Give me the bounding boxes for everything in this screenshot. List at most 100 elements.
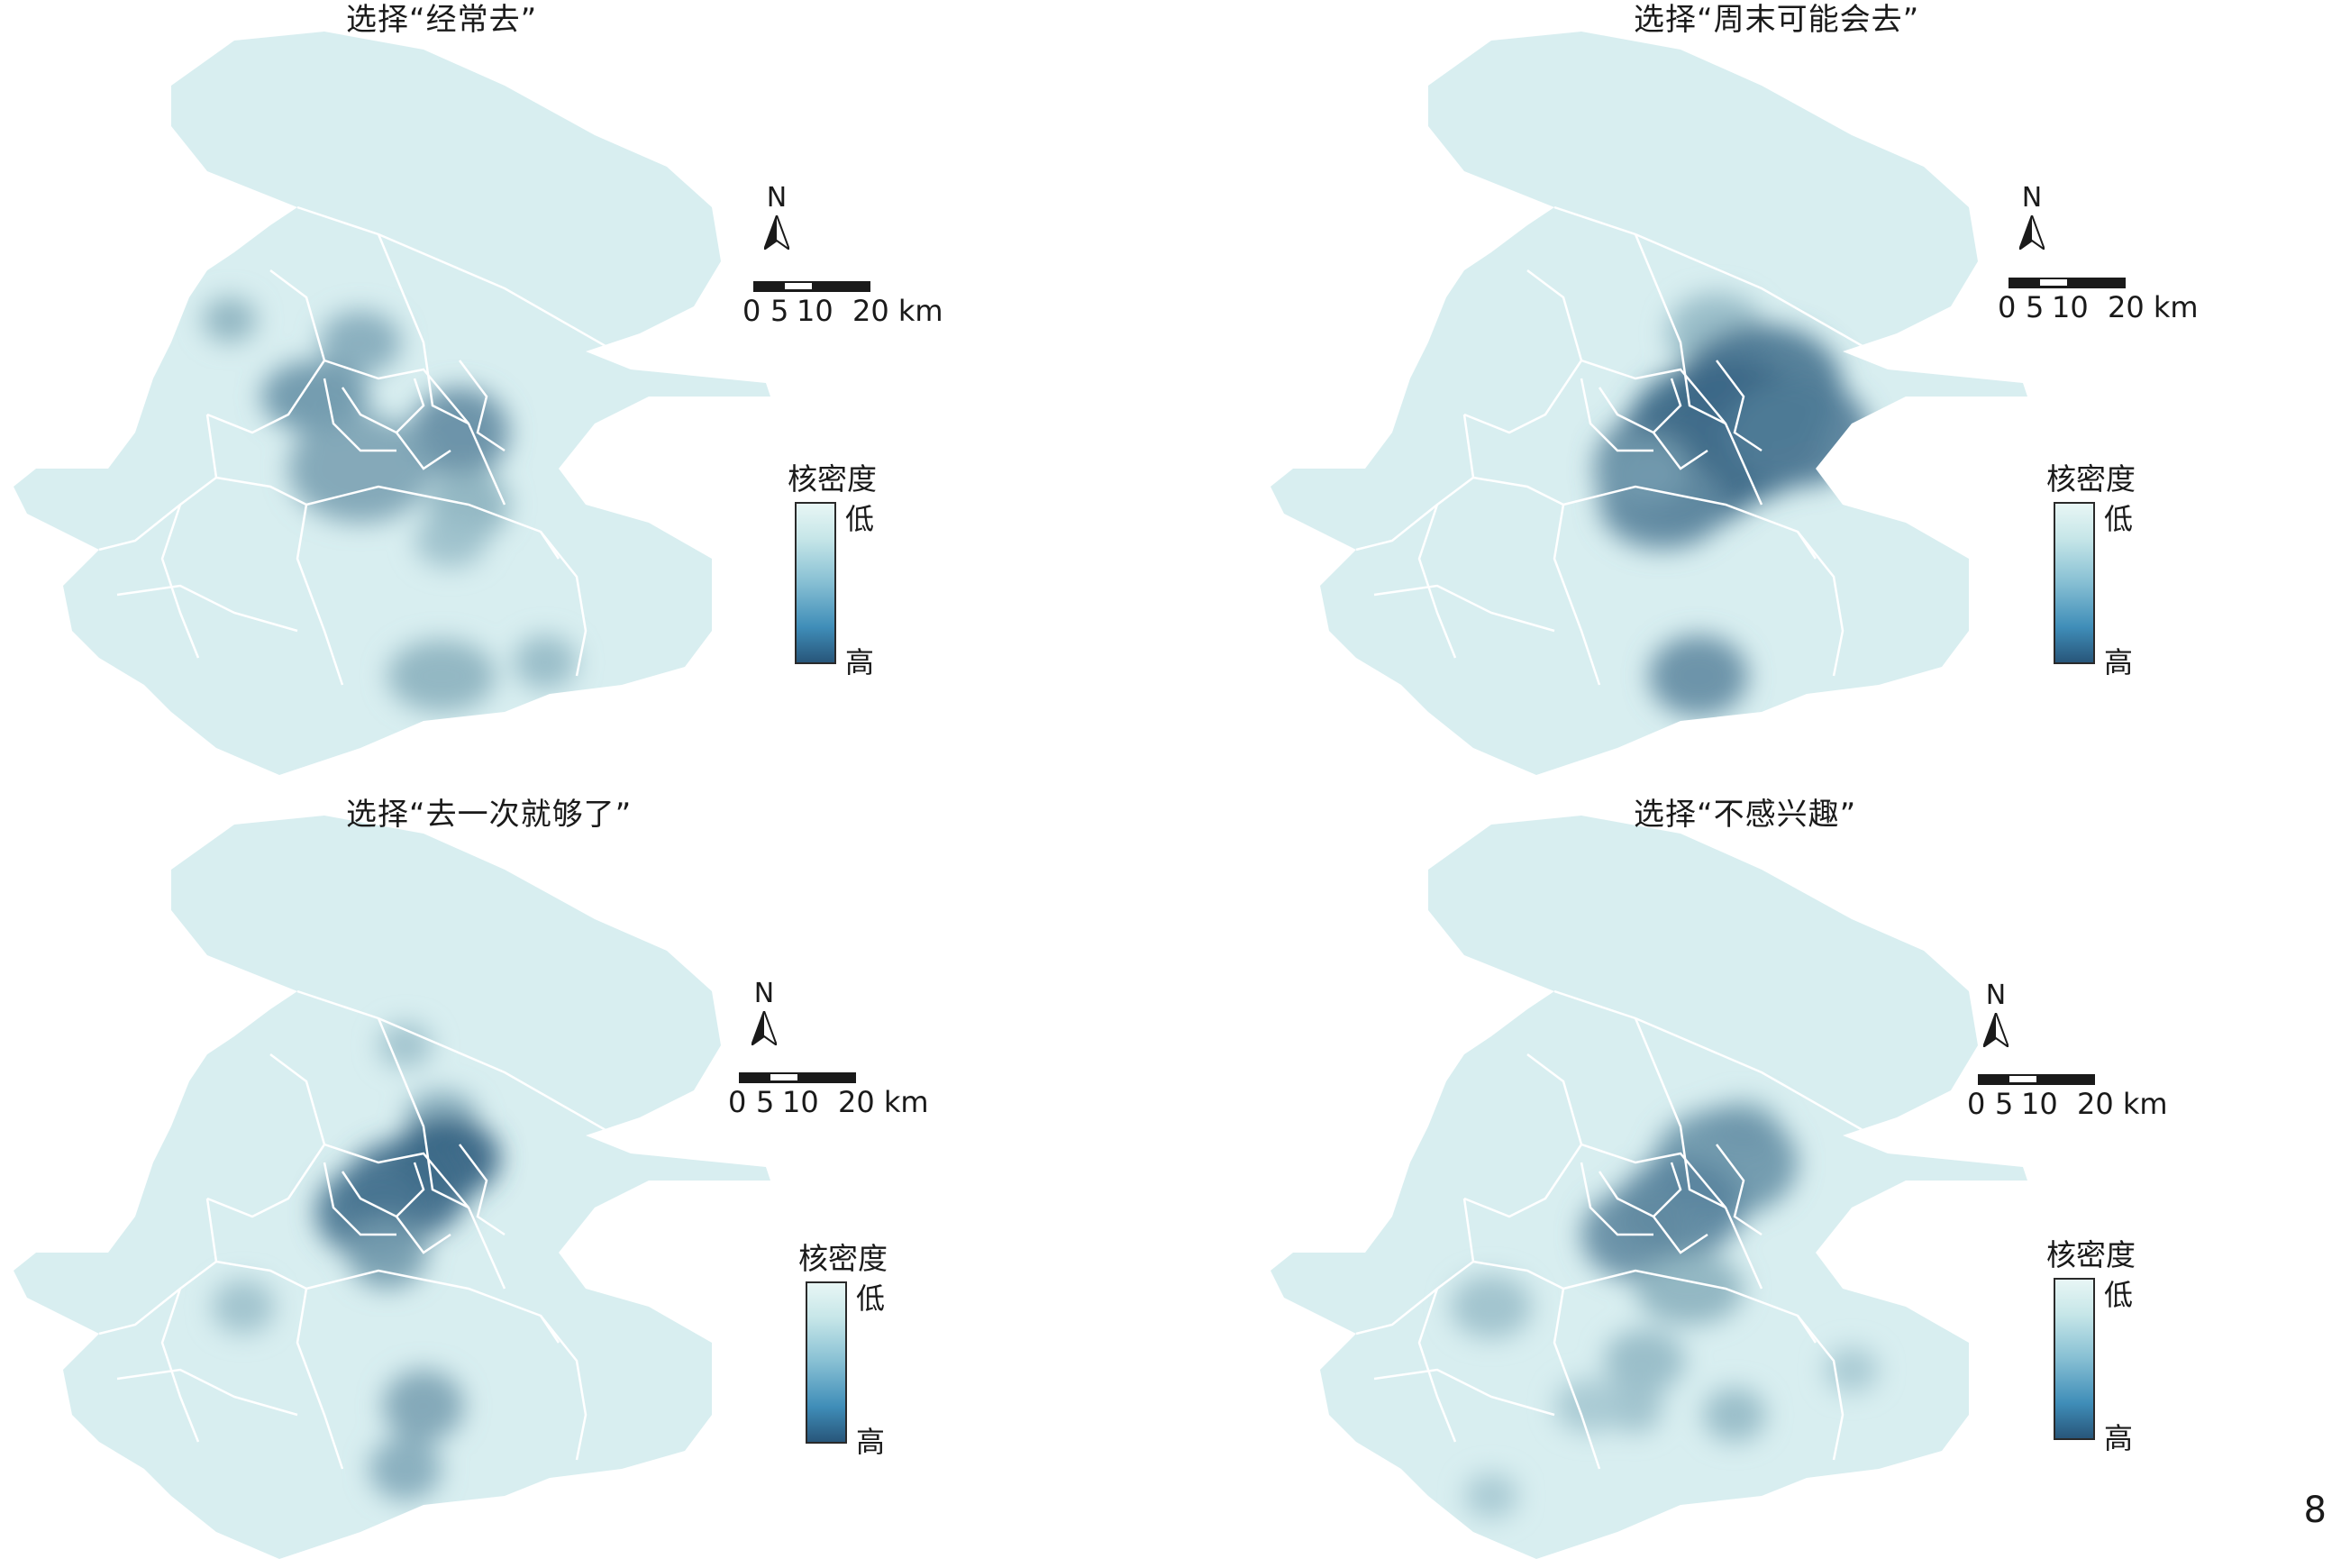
panel-title: 选择“经常去” (346, 2, 538, 38)
legend-title: 核密度 (788, 461, 877, 497)
scale-tick-10: 10 (782, 1085, 819, 1119)
density-layer (203, 297, 577, 712)
district-border (540, 1315, 588, 1461)
density-blob (1608, 1379, 1662, 1433)
panel-title: 选择“不感兴趣” (1634, 797, 1857, 833)
district-border (215, 476, 307, 506)
scale-bar-graphic (753, 281, 870, 292)
map-often (14, 32, 770, 775)
density-blob (414, 514, 487, 568)
scale-tick-10: 10 (797, 294, 833, 328)
legend-low-label: 低 (2104, 502, 2134, 536)
scale-tick-0: 0 (728, 1085, 747, 1119)
map-weekend (1271, 32, 2027, 775)
panel-title: 选择“去一次就够了” (346, 797, 633, 833)
district-border (296, 205, 632, 362)
district-border (1580, 378, 1653, 452)
legend-title: 核密度 (2046, 461, 2136, 497)
scale-tick-10: 10 (2052, 290, 2089, 324)
scale-bar-graphic (2009, 278, 2126, 288)
district-border (1472, 1260, 1564, 1290)
map-panel-often: 选择“经常去” N 0 5 10 20 km 核密度 低 高 (0, 0, 1081, 784)
scale-tick-5: 5 (756, 1085, 775, 1119)
north-label: N (2021, 182, 2043, 214)
panel-title: 选择“周末可能会去” (1634, 2, 1920, 38)
north-arrow: N (759, 185, 795, 250)
map-not (1271, 816, 2027, 1559)
district-border (459, 1144, 506, 1236)
density-blob (1703, 1388, 1766, 1442)
scale-tick-20: 20 km (2108, 290, 2199, 324)
district-boundaries (1355, 989, 1889, 1470)
density-blob (288, 415, 433, 523)
density-blob (1649, 635, 1748, 716)
legend-low-label: 低 (856, 1281, 886, 1316)
north-arrow-icon (751, 1011, 777, 1045)
district-border (1472, 476, 1564, 506)
district-border (1553, 205, 1889, 362)
legend-high-label: 高 (845, 645, 875, 679)
district-border (1553, 504, 1601, 686)
density-blob (203, 297, 257, 342)
legend-color-ramp (795, 502, 836, 664)
district-boundaries (98, 205, 632, 686)
district-border (1553, 1288, 1601, 1470)
density-layer (212, 1023, 500, 1500)
density-blob (383, 1370, 464, 1442)
density-blob (1464, 1473, 1518, 1518)
north-arrow: N (2014, 185, 2050, 250)
density-blob (1825, 1347, 1879, 1392)
map-once (14, 816, 770, 1559)
scale-tick-20: 20 km (2077, 1087, 2168, 1121)
scale-tick-20: 20 km (852, 294, 943, 328)
legend-low-label: 低 (2104, 1278, 2134, 1312)
district-border (396, 1216, 451, 1254)
north-arrow-icon (1983, 1013, 2009, 1047)
district-border (1373, 1368, 1555, 1417)
scale-tick-5: 5 (1995, 1087, 2014, 1121)
district-border (296, 1288, 344, 1470)
density-blob (369, 1437, 442, 1500)
district-border (206, 269, 326, 434)
north-arrow-icon (764, 215, 789, 250)
district-border (396, 432, 451, 470)
north-arrow: N (746, 980, 782, 1045)
north-arrow-icon (2019, 215, 2045, 250)
district-border (1797, 531, 1845, 677)
map-panel-not: 选择“不感兴趣” N 0 5 10 20 km 核密度 低 高 (1257, 784, 2338, 1568)
district-border (206, 1053, 326, 1218)
district-border (323, 1143, 506, 1290)
legend-high-label: 高 (2104, 1421, 2134, 1455)
north-label: N (766, 182, 788, 214)
map-panel-once: 选择“去一次就够了” N 0 5 10 20 km 核密度 低 高 (0, 784, 1081, 1568)
density-blob (1451, 1275, 1532, 1338)
district-border (1653, 432, 1708, 470)
district-border (160, 1288, 200, 1443)
density-blob (378, 1023, 433, 1068)
map-panel-weekend: 选择“周末可能会去” N 0 5 10 20 km 核密度 低 高 (1257, 0, 2338, 784)
density-blob (1604, 1329, 1685, 1392)
district-border (1653, 1216, 1708, 1254)
legend-high-label: 高 (2104, 645, 2134, 679)
district-border (1373, 584, 1555, 633)
district-border (160, 504, 200, 659)
density-blob (212, 1280, 275, 1334)
scale-tick-10: 10 (2021, 1087, 2058, 1121)
district-border (1580, 1143, 1763, 1290)
district-border (1716, 360, 1763, 452)
district-border (1463, 1053, 1583, 1218)
density-blob (1635, 1253, 1744, 1325)
district-border (1417, 1288, 1457, 1443)
district-border (1580, 1162, 1653, 1236)
district-border (540, 531, 588, 677)
district-border (323, 1162, 396, 1236)
legend-color-ramp (2054, 1278, 2095, 1440)
district-border (1580, 359, 1763, 506)
district-border (296, 989, 632, 1146)
scale-tick-20: 20 km (838, 1085, 929, 1119)
scale-bar-graphic (739, 1072, 856, 1083)
scale-tick-0: 0 (742, 294, 761, 328)
district-border (116, 584, 298, 633)
district-border (323, 378, 396, 452)
district-border (323, 359, 506, 506)
